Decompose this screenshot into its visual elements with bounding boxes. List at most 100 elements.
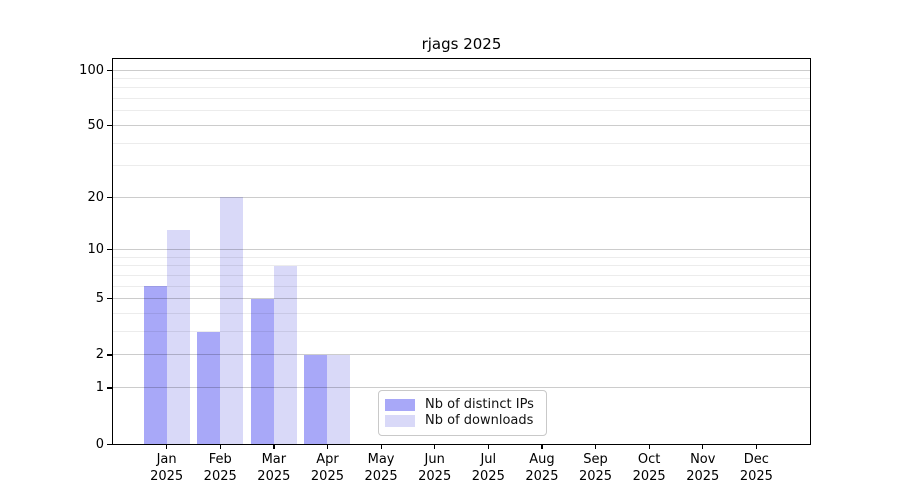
x-tick-mark-may [380, 444, 382, 449]
x-label-month: Dec [743, 452, 769, 467]
x-label-year: 2025 [525, 468, 559, 484]
legend-swatch-downloads [385, 415, 415, 427]
x-tick-mark-aug [541, 444, 543, 449]
gridline-major-1 [113, 387, 810, 389]
gridline-minor-9 [113, 256, 810, 258]
y-tick-label-2: 2 [95, 347, 104, 363]
y-tick-mark-50 [107, 124, 112, 127]
bar-ips-feb [197, 331, 221, 444]
legend-swatch-distinct-ips [385, 399, 415, 411]
x-label-year: 2025 [471, 468, 505, 484]
gridline-minor-3 [113, 331, 810, 333]
legend: Nb of distinct IPs Nb of downloads [378, 390, 547, 436]
y-tick-mark-20 [107, 196, 112, 198]
x-tick-label-aug: Aug 2025 [510, 452, 574, 485]
x-label-month: Aug [529, 452, 555, 467]
gridline-major-2 [113, 354, 810, 356]
x-label-year: 2025 [257, 468, 291, 484]
x-tick-mark-nov [702, 444, 704, 449]
y-tick-mark-10 [107, 249, 112, 251]
y-tick-label-5: 5 [95, 291, 104, 307]
x-label-year: 2025 [686, 468, 720, 484]
y-tick-label-0: 0 [95, 436, 104, 452]
gridline-major-20 [113, 196, 810, 198]
x-tick-mark-dec [755, 444, 758, 449]
y-tick-label-10: 10 [87, 242, 104, 258]
x-tick-mark-jan [166, 444, 168, 449]
x-tick-label-nov: Nov 2025 [671, 452, 735, 485]
x-tick-label-feb: Feb 2025 [188, 452, 252, 485]
gridline-major-5 [113, 298, 810, 300]
y-tick-mark-1 [107, 387, 112, 389]
x-label-year: 2025 [632, 468, 666, 484]
x-tick-mark-apr [326, 444, 329, 449]
x-tick-label-jun: Jun 2025 [403, 452, 467, 485]
gridline-minor-8 [113, 265, 810, 267]
x-label-month: Jan [156, 452, 177, 467]
y-tick-label-20: 20 [87, 189, 104, 205]
bars-layer [113, 59, 810, 444]
x-tick-mark-mar [273, 444, 275, 449]
x-label-year: 2025 [150, 468, 184, 484]
gridline-major-100 [113, 69, 810, 71]
x-tick-mark-oct [648, 444, 650, 449]
y-tick-mark-0 [107, 443, 112, 445]
legend-item-downloads: Nb of downloads [385, 413, 546, 429]
x-tick-label-mar: Mar 2025 [242, 452, 306, 485]
x-label-month: Nov [690, 452, 716, 467]
x-label-month: Jul [480, 452, 497, 467]
gridline-minor-70 [113, 98, 810, 100]
x-label-month: Apr [316, 452, 339, 467]
legend-label-distinct-ips: Nb of distinct IPs [425, 397, 534, 412]
x-label-month: Jun [424, 452, 445, 467]
gridline-minor-60 [113, 110, 810, 112]
x-tick-mark-sep [595, 444, 597, 449]
bar-downloads-feb [220, 197, 244, 444]
gridline-minor-90 [113, 77, 810, 79]
gridline-minor-7 [113, 274, 810, 276]
y-tick-mark-100 [107, 69, 112, 71]
y-tick-label-1: 1 [95, 380, 104, 396]
x-label-month: Feb [208, 452, 232, 467]
y-tick-label-50: 50 [87, 117, 104, 133]
x-label-year: 2025 [578, 468, 613, 484]
x-tick-label-oct: Oct 2025 [617, 452, 681, 485]
y-tick-mark-5 [107, 298, 112, 300]
gridline-minor-80 [113, 87, 810, 89]
gridline-major-10 [113, 249, 810, 251]
x-label-year: 2025 [364, 468, 398, 484]
x-label-year: 2025 [739, 468, 773, 484]
x-tick-label-sep: Sep 2025 [564, 452, 628, 485]
gridline-minor-6 [113, 285, 810, 287]
gridline-minor-4 [113, 313, 810, 315]
grid-layer [113, 59, 810, 444]
x-label-month: Sep [583, 452, 608, 467]
plot-area: Nb of distinct IPs Nb of downloads [112, 58, 811, 445]
legend-label-downloads: Nb of downloads [425, 413, 534, 428]
chart-title: rjags 2025 [421, 35, 502, 53]
x-label-month: Oct [637, 452, 661, 467]
x-tick-mark-feb [219, 444, 221, 449]
bar-downloads-mar [273, 265, 297, 444]
gridline-minor-40 [113, 142, 810, 144]
x-label-month: Mar [261, 452, 287, 467]
bar-ips-mar [250, 298, 274, 444]
x-tick-label-apr: Apr 2025 [295, 452, 359, 485]
x-label-year: 2025 [418, 468, 452, 484]
legend-item-distinct-ips: Nb of distinct IPs [385, 397, 546, 413]
y-tick-label-100: 100 [79, 62, 104, 78]
bar-ips-apr [304, 354, 328, 444]
gridline-major-50 [113, 124, 810, 126]
gridline-minor-30 [113, 165, 810, 167]
x-tick-mark-jun [434, 444, 436, 449]
x-tick-label-jan: Jan 2025 [135, 452, 199, 485]
y-tick-mark-2 [107, 354, 112, 356]
x-tick-label-may: May 2025 [349, 452, 413, 485]
x-label-month: May [367, 452, 395, 467]
bar-downloads-apr [327, 354, 351, 444]
bar-ips-jan [143, 286, 167, 444]
x-tick-label-dec: Dec 2025 [724, 452, 788, 485]
x-tick-label-jul: Jul 2025 [456, 452, 520, 485]
bar-downloads-jan [166, 230, 190, 444]
